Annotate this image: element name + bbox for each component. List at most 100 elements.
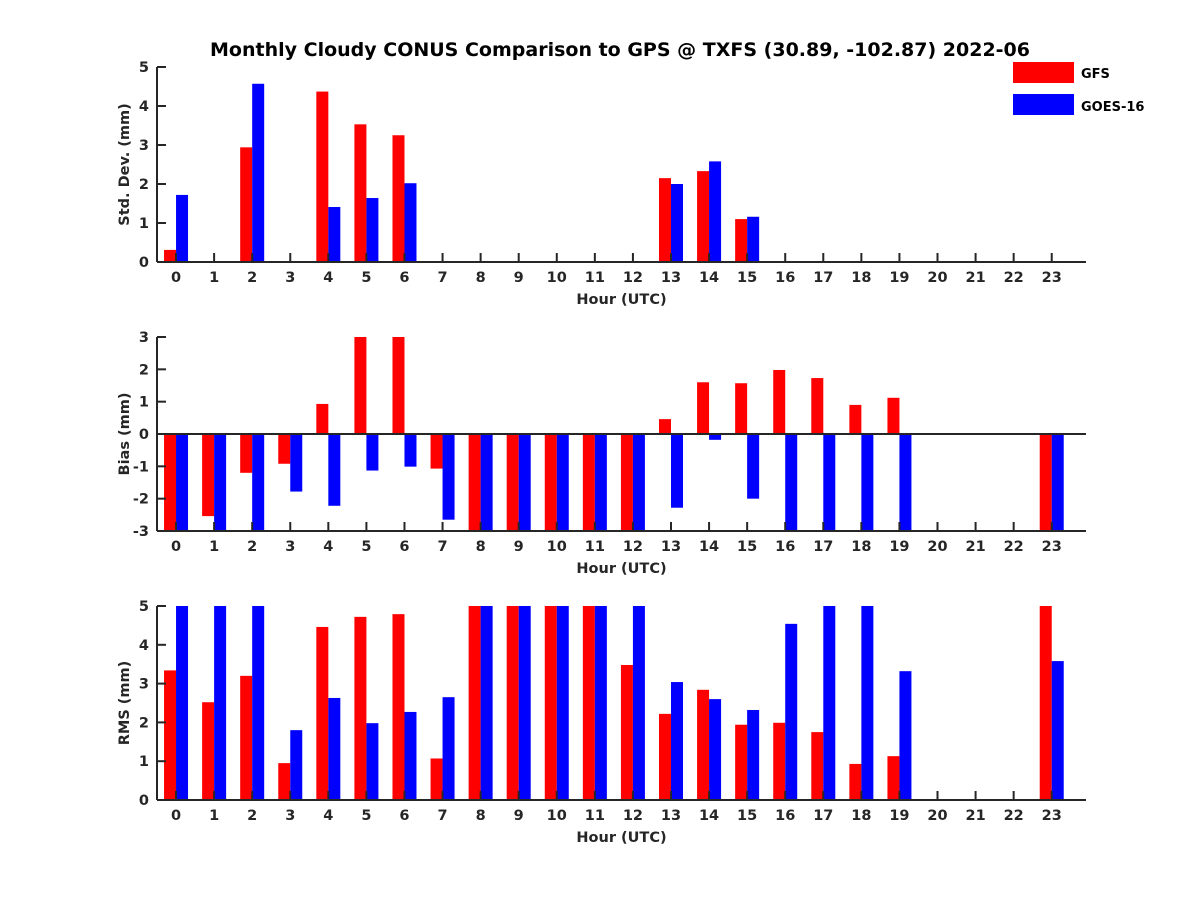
- y-tick-label-stddev-5: 5: [139, 60, 149, 76]
- bar-rms-gfs-3: [278, 763, 291, 800]
- x-tick-label-rms-13: 13: [661, 808, 681, 824]
- y-tick-label-rms-1: 1: [139, 754, 149, 770]
- bar-rms-goes16-12: [632, 606, 645, 800]
- x-tick-label-bias-9: 9: [514, 539, 524, 555]
- bar-bias-gfs-9: [506, 434, 519, 531]
- bar-rms-gfs-18: [849, 763, 862, 800]
- bar-bias-goes16-2: [252, 434, 265, 531]
- y-tick-label-bias-2: 2: [139, 362, 149, 378]
- x-tick-label-stddev-0: 0: [171, 270, 181, 286]
- x-tick-label-rms-11: 11: [585, 808, 605, 824]
- x-tick-label-bias-23: 23: [1042, 539, 1062, 555]
- bar-rms-gfs-13: [658, 713, 671, 800]
- bar-rms-gfs-1: [202, 702, 215, 800]
- bar-bias-goes16-16: [785, 434, 798, 531]
- x-tick-label-bias-19: 19: [889, 539, 909, 555]
- x-tick-label-stddev-16: 16: [775, 270, 795, 286]
- legend-label-gfs: GFS: [1081, 67, 1110, 82]
- y-tick-label-bias--2: -2: [133, 492, 149, 508]
- x-tick-label-rms-1: 1: [209, 808, 219, 824]
- x-tick-label-bias-18: 18: [851, 539, 871, 555]
- y-tick-label-rms-5: 5: [139, 599, 149, 615]
- y-axis-label-rms: RMS (mm): [117, 661, 133, 746]
- y-axis-label-stddev: Std. Dev. (mm): [117, 103, 133, 225]
- y-tick-label-stddev-2: 2: [139, 177, 149, 193]
- x-tick-label-rms-0: 0: [171, 808, 181, 824]
- bar-stddev-gfs-14: [697, 171, 710, 262]
- bar-bias-goes16-14: [709, 434, 722, 440]
- bar-bias-goes16-19: [899, 434, 912, 531]
- bar-bias-gfs-0: [164, 434, 177, 531]
- x-tick-label-stddev-13: 13: [661, 270, 681, 286]
- x-tick-label-rms-2: 2: [247, 808, 257, 824]
- legend-swatch-gfs: [1013, 62, 1074, 83]
- bar-bias-gfs-4: [316, 403, 329, 434]
- y-tick-label-rms-3: 3: [139, 677, 149, 693]
- bar-bias-gfs-19: [887, 397, 900, 434]
- x-tick-label-bias-15: 15: [737, 539, 757, 555]
- x-tick-label-rms-8: 8: [476, 808, 486, 824]
- y-tick-label-stddev-0: 0: [139, 255, 149, 271]
- x-axis-label-stddev: Hour (UTC): [576, 292, 666, 308]
- x-tick-label-stddev-18: 18: [851, 270, 871, 286]
- x-tick-label-bias-0: 0: [171, 539, 181, 555]
- bar-stddev-gfs-5: [354, 124, 367, 262]
- bar-bias-goes16-6: [404, 434, 417, 467]
- x-tick-label-rms-12: 12: [623, 808, 643, 824]
- bar-rms-goes16-8: [480, 606, 493, 800]
- x-tick-label-rms-6: 6: [399, 808, 409, 824]
- y-tick-label-stddev-1: 1: [139, 216, 149, 232]
- y-tick-label-rms-4: 4: [139, 638, 149, 654]
- y-tick-label-stddev-3: 3: [139, 138, 149, 154]
- bar-bias-goes16-10: [556, 434, 569, 531]
- x-tick-label-bias-5: 5: [361, 539, 371, 555]
- x-tick-label-stddev-5: 5: [361, 270, 371, 286]
- y-axis-label-bias: Bias (mm): [117, 393, 133, 476]
- bar-bias-gfs-18: [849, 404, 862, 434]
- bar-rms-goes16-0: [176, 606, 189, 800]
- x-tick-label-stddev-2: 2: [247, 270, 257, 286]
- bar-stddev-gfs-0: [164, 249, 177, 262]
- bar-rms-gfs-17: [811, 732, 824, 800]
- x-tick-label-stddev-9: 9: [514, 270, 524, 286]
- legend-label-goes16: GOES-16: [1081, 100, 1144, 115]
- x-tick-label-rms-10: 10: [547, 808, 567, 824]
- bar-stddev-goes16-4: [328, 207, 341, 262]
- bar-bias-goes16-7: [442, 434, 455, 520]
- x-tick-label-stddev-21: 21: [965, 270, 985, 286]
- x-tick-label-bias-21: 21: [965, 539, 985, 555]
- x-tick-label-bias-6: 6: [399, 539, 409, 555]
- bar-bias-gfs-6: [392, 337, 405, 434]
- bar-bias-goes16-1: [214, 434, 227, 531]
- x-axis-label-rms: Hour (UTC): [576, 830, 666, 846]
- y-tick-label-bias-1: 1: [139, 395, 149, 411]
- bar-bias-gfs-8: [468, 434, 481, 531]
- x-tick-label-bias-10: 10: [547, 539, 567, 555]
- bar-rms-gfs-12: [620, 664, 633, 800]
- x-tick-label-stddev-17: 17: [813, 270, 833, 286]
- x-tick-label-stddev-14: 14: [699, 270, 719, 286]
- bar-stddev-gfs-6: [392, 135, 405, 262]
- x-tick-label-bias-22: 22: [1004, 539, 1024, 555]
- bar-rms-goes16-23: [1051, 661, 1064, 800]
- y-tick-label-bias--1: -1: [133, 459, 149, 475]
- x-tick-label-stddev-1: 1: [209, 270, 219, 286]
- bar-rms-goes16-1: [214, 606, 227, 800]
- bar-bias-gfs-7: [430, 434, 443, 469]
- x-tick-label-bias-8: 8: [476, 539, 486, 555]
- x-tick-label-rms-7: 7: [438, 808, 448, 824]
- bar-rms-gfs-16: [773, 722, 786, 800]
- x-tick-label-stddev-15: 15: [737, 270, 757, 286]
- bar-bias-gfs-2: [240, 434, 253, 473]
- x-tick-label-rms-19: 19: [889, 808, 909, 824]
- x-tick-label-bias-12: 12: [623, 539, 643, 555]
- bar-stddev-gfs-13: [658, 178, 671, 262]
- x-tick-label-stddev-19: 19: [889, 270, 909, 286]
- bar-rms-gfs-10: [544, 606, 557, 800]
- bar-stddev-goes16-13: [670, 184, 683, 262]
- bar-rms-gfs-4: [316, 626, 329, 800]
- x-tick-label-bias-13: 13: [661, 539, 681, 555]
- y-tick-label-rms-2: 2: [139, 715, 149, 731]
- x-tick-label-rms-3: 3: [285, 808, 295, 824]
